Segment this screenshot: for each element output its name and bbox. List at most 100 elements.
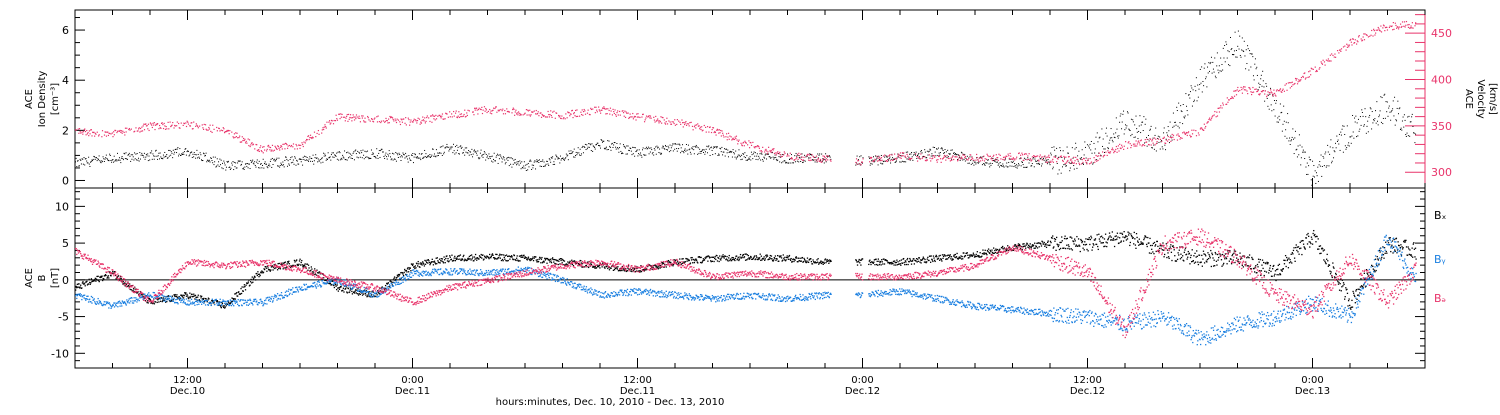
density-point	[361, 152, 362, 153]
velocity-point	[1077, 159, 1078, 160]
density-point	[672, 145, 673, 146]
velocity-point	[393, 120, 394, 121]
density-point	[523, 165, 524, 166]
velocity-point	[455, 113, 456, 114]
velocity-point	[1061, 155, 1062, 156]
velocity-point	[1008, 155, 1009, 156]
density-point	[815, 157, 816, 158]
density-point	[709, 149, 710, 150]
velocity-point	[76, 129, 77, 130]
bx-point	[711, 257, 712, 258]
density-point	[1152, 147, 1153, 148]
bx-point	[307, 270, 308, 271]
density-point	[1022, 162, 1023, 163]
velocity-point	[451, 113, 452, 114]
velocity-point	[149, 130, 150, 131]
density-point	[656, 146, 657, 147]
bx-point	[420, 264, 421, 265]
bx-point	[674, 259, 675, 260]
bx-point	[121, 278, 122, 279]
density-point	[99, 160, 100, 161]
bx-point	[527, 259, 528, 260]
density-point	[288, 163, 289, 164]
density-point	[1150, 129, 1151, 130]
density-point	[472, 156, 473, 157]
bx-point	[249, 285, 250, 286]
density-point	[942, 148, 943, 149]
bx-point	[253, 277, 254, 278]
density-point	[107, 158, 108, 159]
velocity-point	[670, 121, 671, 122]
velocity-point	[1402, 21, 1403, 22]
bx-point	[744, 256, 745, 257]
velocity-point	[1284, 85, 1285, 86]
density-point	[575, 155, 576, 156]
density-point	[745, 157, 746, 158]
bx-point	[492, 253, 493, 254]
velocity-point	[317, 133, 318, 134]
velocity-point	[603, 106, 604, 107]
velocity-point	[359, 116, 360, 117]
velocity-point	[153, 124, 154, 125]
bx-point	[560, 260, 561, 261]
bx-point	[304, 265, 305, 266]
velocity-point	[89, 130, 90, 131]
density-point	[1145, 119, 1146, 120]
velocity-point	[474, 108, 475, 109]
bx-point	[747, 254, 748, 255]
density-point	[962, 159, 963, 160]
velocity-point	[1410, 25, 1411, 26]
density-point	[1324, 165, 1325, 166]
density-point	[791, 154, 792, 155]
bx-point	[338, 290, 339, 291]
velocity-point	[1235, 90, 1236, 91]
bx-point	[780, 255, 781, 256]
velocity-point	[482, 113, 483, 114]
density-point	[331, 154, 332, 155]
velocity-point	[660, 121, 661, 122]
bx-point	[311, 268, 312, 269]
velocity-point	[638, 116, 639, 117]
density-point	[753, 153, 754, 154]
velocity-point	[264, 149, 265, 150]
density-point	[878, 156, 879, 157]
density-point	[1401, 128, 1402, 129]
density-point	[1154, 149, 1155, 150]
velocity-point	[478, 109, 479, 110]
density-point	[215, 157, 216, 158]
bx-point	[108, 277, 109, 278]
density-point	[236, 167, 237, 168]
velocity-point	[582, 115, 583, 116]
velocity-point	[422, 120, 423, 121]
bx-point	[474, 256, 475, 257]
bx-point	[195, 295, 196, 296]
velocity-point	[178, 123, 179, 124]
density-point	[1297, 156, 1298, 157]
bx-point	[435, 263, 436, 264]
density-point	[1059, 147, 1060, 148]
density-point	[216, 166, 217, 167]
bx-point	[443, 256, 444, 257]
density-point	[1220, 58, 1221, 59]
bx-point	[424, 260, 425, 261]
bx-point	[441, 258, 442, 259]
density-point	[555, 155, 556, 156]
velocity-point	[1069, 156, 1070, 157]
velocity-point	[334, 120, 335, 121]
bx-point	[365, 294, 366, 295]
density-point	[1197, 100, 1198, 101]
bx-point	[98, 276, 99, 277]
density-point	[1077, 155, 1078, 156]
density-point	[536, 159, 537, 160]
bx-point	[431, 261, 432, 262]
density-point	[1127, 111, 1128, 112]
bx-point	[189, 293, 190, 294]
density-point	[189, 155, 190, 156]
density-point	[131, 159, 132, 160]
velocity-point	[1193, 130, 1194, 131]
density-point	[302, 165, 303, 166]
bx-point	[96, 279, 97, 280]
density-point	[419, 153, 420, 154]
velocity-point	[173, 127, 174, 128]
density-point	[1360, 116, 1361, 117]
